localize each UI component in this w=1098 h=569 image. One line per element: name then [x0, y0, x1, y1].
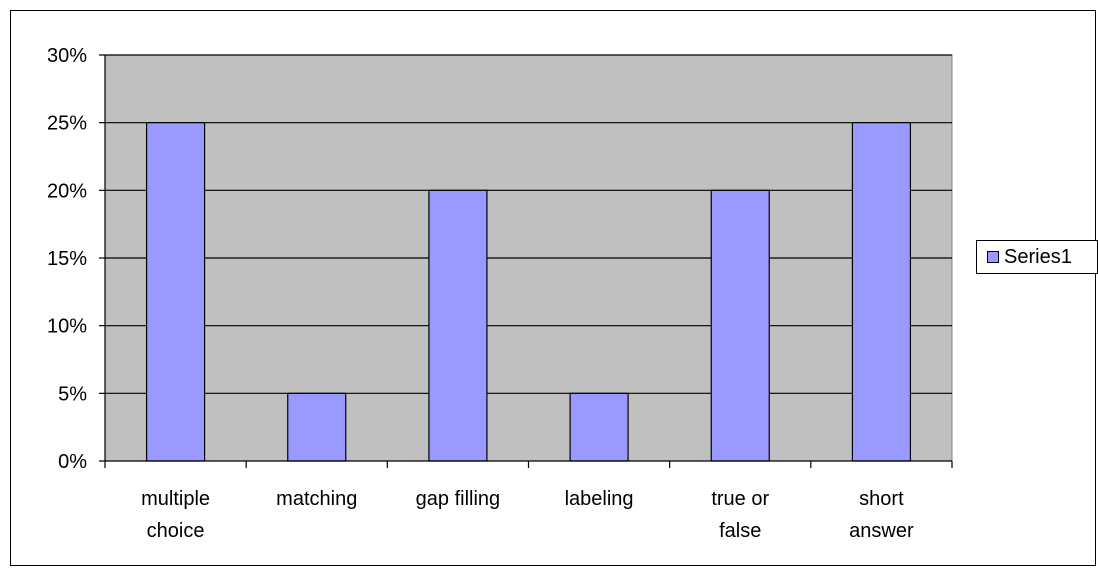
y-tick-label: 15%	[47, 248, 87, 270]
bar	[287, 392, 347, 462]
x-tick-label: matching	[276, 488, 357, 510]
y-axis-ticks: 0% 5% 10% 15% 20% 25% 30%	[47, 45, 105, 473]
y-tick-label: 30%	[47, 45, 87, 67]
legend-label: Series1	[1004, 245, 1072, 268]
y-tick-label: 10%	[47, 316, 87, 338]
y-tick-label: 20%	[47, 180, 87, 202]
y-tick-label: 25%	[47, 113, 87, 135]
y-tick-label: 0%	[58, 451, 87, 473]
bar	[145, 122, 206, 462]
x-tick-label: gap filling	[416, 488, 501, 510]
y-tick-label: 5%	[58, 383, 87, 405]
x-axis-labels: multiple choice matching gap filling labelin…	[141, 488, 914, 542]
legend: Series1	[976, 240, 1098, 274]
legend-swatch	[987, 251, 999, 263]
x-tick-label: true or false	[711, 488, 769, 542]
bar	[428, 189, 488, 462]
bar	[569, 392, 629, 462]
bar	[851, 122, 912, 462]
bar	[710, 189, 770, 462]
bars	[145, 122, 912, 462]
gridlines	[105, 54, 952, 394]
x-tick-label: labeling	[565, 488, 634, 510]
x-tick-label: short answer	[849, 488, 914, 542]
x-tick-label: multiple choice	[141, 488, 210, 542]
